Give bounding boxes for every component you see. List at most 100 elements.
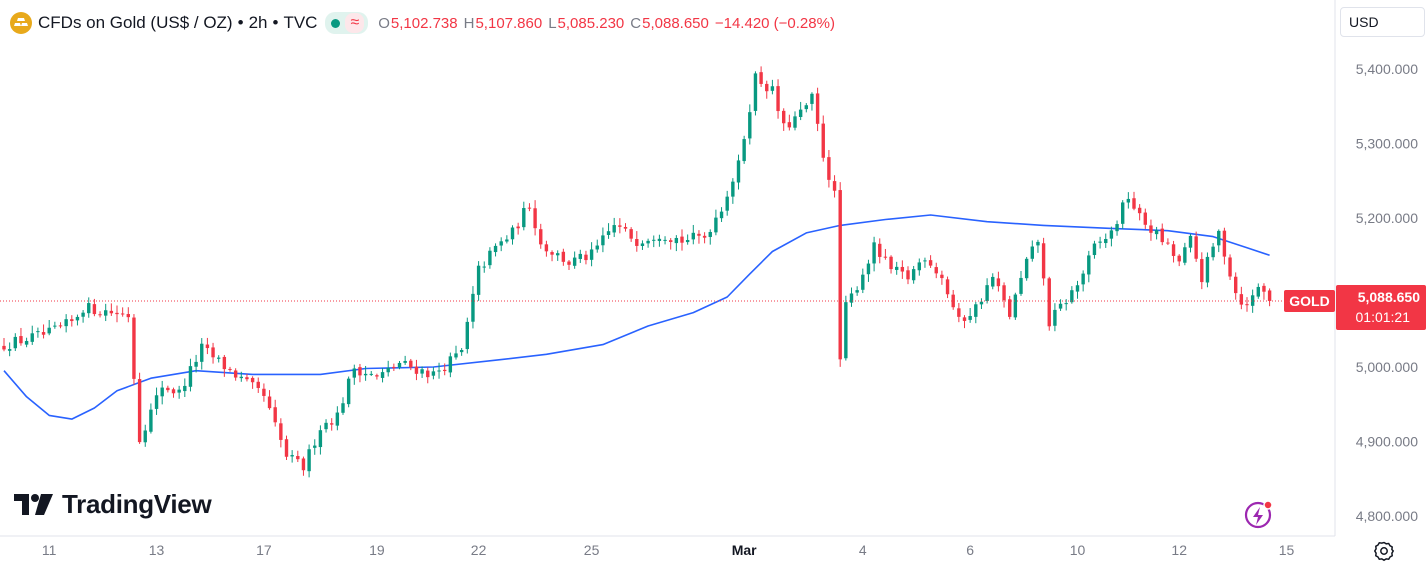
- x-tick-label: 25: [584, 542, 600, 558]
- candle-body: [849, 293, 854, 303]
- candle-body: [81, 312, 85, 317]
- ohlc-close: C5,088.650: [630, 14, 709, 32]
- tradingview-logo[interactable]: TradingView: [14, 489, 212, 520]
- candle-body: [228, 368, 232, 370]
- candle-body: [7, 349, 12, 351]
- candle-body: [1041, 243, 1046, 279]
- candle-body: [612, 225, 616, 233]
- candle-body: [1104, 238, 1108, 244]
- candle-body: [239, 376, 243, 379]
- y-tick-label: 5,400.000: [1356, 61, 1418, 77]
- candle-body: [736, 160, 741, 183]
- candle-body: [522, 208, 526, 228]
- tv-logo-icon: [14, 493, 53, 515]
- candle-body: [188, 366, 193, 387]
- candle-body: [917, 262, 921, 271]
- candle-body: [1075, 285, 1080, 292]
- candle-body: [697, 233, 701, 236]
- candle-body: [923, 260, 927, 262]
- candle-body: [1098, 241, 1102, 243]
- candle-body: [459, 349, 464, 353]
- candle-body: [544, 244, 549, 252]
- candle-body: [1256, 286, 1260, 297]
- candle-body: [708, 231, 712, 237]
- gold-logo-icon: [10, 12, 32, 34]
- candle-body: [539, 229, 543, 245]
- market-status-pill[interactable]: ≈: [325, 12, 369, 34]
- x-tick-label: 15: [1279, 542, 1295, 558]
- candle-body: [1064, 303, 1068, 305]
- candle-body: [1160, 228, 1164, 243]
- candle-body: [906, 270, 910, 280]
- candle-body: [324, 422, 328, 430]
- candle-body: [510, 227, 515, 240]
- candle-body: [1137, 207, 1142, 214]
- candle-body: [550, 252, 554, 255]
- x-tick-label: 11: [42, 542, 57, 558]
- candle-body: [1126, 198, 1131, 203]
- interval-label[interactable]: 2h: [248, 13, 268, 32]
- candle-body: [499, 241, 503, 246]
- candle-body: [838, 190, 842, 360]
- candle-body: [24, 340, 29, 345]
- candle-body: [256, 381, 260, 388]
- candle-body: [420, 369, 424, 374]
- candle-body: [2, 345, 6, 350]
- candle-body: [98, 314, 102, 316]
- candle-body: [505, 239, 509, 242]
- candle-body: [109, 310, 114, 314]
- candle-body: [126, 314, 130, 318]
- candle-body: [1166, 242, 1170, 244]
- candle-body: [968, 316, 972, 320]
- candle-body: [19, 336, 23, 344]
- candle-body: [233, 370, 238, 378]
- y-tick-label: 5,000.000: [1356, 359, 1418, 375]
- candle-body: [1008, 299, 1012, 317]
- currency-selector[interactable]: USD: [1340, 7, 1425, 37]
- candle-body: [1002, 285, 1006, 301]
- candle-body: [488, 250, 492, 266]
- candle-body: [414, 366, 419, 374]
- candle-body: [431, 371, 436, 376]
- lightning-icon[interactable]: [1243, 500, 1275, 532]
- candle-body: [527, 207, 532, 209]
- candle-body: [945, 279, 950, 295]
- candle-body: [606, 231, 611, 235]
- candle-body: [928, 260, 933, 266]
- candle-body: [1267, 290, 1272, 301]
- candle-body: [770, 86, 775, 91]
- candle-body: [765, 83, 769, 92]
- candle-body: [635, 239, 639, 246]
- candle-body: [64, 319, 68, 327]
- candle-body: [646, 240, 650, 244]
- candle-body: [1177, 255, 1181, 262]
- candle-body: [160, 387, 164, 397]
- candle-body: [985, 285, 989, 302]
- candle-body: [386, 367, 390, 373]
- candle-body: [301, 458, 306, 471]
- ticker-tag-bg: [1284, 289, 1335, 312]
- candle-body: [685, 240, 690, 243]
- settings-gear-icon[interactable]: [1373, 540, 1395, 562]
- candle-body: [1228, 257, 1232, 277]
- candle-body: [1188, 235, 1193, 248]
- candle-body: [702, 235, 707, 238]
- source-label: TVC: [283, 13, 318, 32]
- candle-body: [1154, 230, 1159, 235]
- candle-body: [262, 388, 266, 396]
- candle-body: [132, 317, 136, 379]
- candle-body: [47, 327, 51, 334]
- candle-body: [290, 455, 294, 457]
- symbol-name[interactable]: CFDs on Gold (US$ / OZ): [38, 13, 233, 32]
- candle-body: [1211, 246, 1215, 258]
- candle-body: [1205, 256, 1210, 283]
- candle-body: [731, 181, 735, 197]
- candle-body: [657, 238, 662, 241]
- price-tag-countdown: 01:01:21: [1356, 309, 1411, 325]
- candle-body: [940, 274, 944, 279]
- candle-body: [742, 139, 746, 162]
- candle-body: [516, 226, 520, 229]
- candle-body: [861, 274, 865, 290]
- ohlc-open: O5,102.738: [378, 14, 458, 32]
